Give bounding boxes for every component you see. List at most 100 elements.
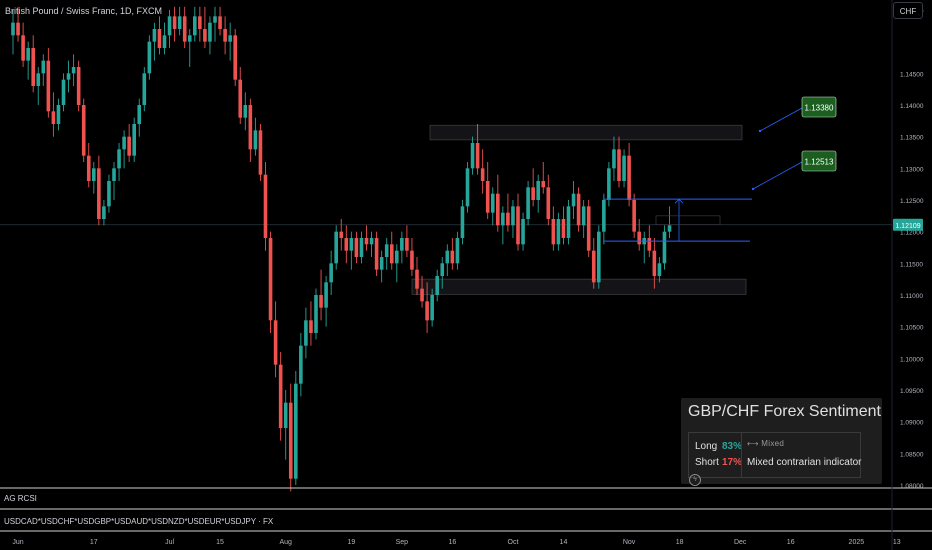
candle <box>243 92 248 131</box>
x-tick-label: Jun <box>12 539 23 546</box>
candle <box>167 10 172 48</box>
candle <box>657 257 662 283</box>
candle-body <box>319 295 323 308</box>
candle <box>21 22 25 67</box>
candle <box>652 238 657 289</box>
currency-button[interactable]: CHF <box>893 2 923 19</box>
candle-body <box>314 295 318 333</box>
candle-body <box>622 155 626 181</box>
y-tick-label: 1.10000 <box>900 356 924 363</box>
candle-body <box>97 168 101 219</box>
candle <box>193 6 197 42</box>
candle-body <box>223 29 227 42</box>
candle-body <box>374 238 379 270</box>
candle <box>76 60 81 112</box>
current-price-tag <box>893 218 923 231</box>
candle-body <box>470 143 475 169</box>
candle <box>132 117 136 162</box>
candle-body <box>203 29 207 42</box>
candle-body <box>566 206 571 238</box>
candle-body <box>637 231 641 245</box>
candle <box>147 35 152 80</box>
candle-body <box>395 250 399 264</box>
candle-body <box>480 168 485 181</box>
candle-body <box>107 181 111 207</box>
candle-body <box>405 238 409 251</box>
candle <box>470 136 475 175</box>
candle <box>81 98 86 162</box>
candle-body <box>501 212 505 226</box>
candle <box>142 67 147 112</box>
candle-body <box>21 35 25 61</box>
candle <box>107 174 111 213</box>
candle-body <box>379 257 384 270</box>
long-value: 83% <box>722 441 743 452</box>
candle <box>607 162 611 207</box>
candle <box>16 6 20 42</box>
candle-body <box>607 168 611 200</box>
candle <box>501 206 505 245</box>
candle <box>617 136 621 188</box>
candle <box>177 6 182 36</box>
candle-body <box>213 16 217 23</box>
candle-body <box>76 67 81 105</box>
candle <box>228 22 232 61</box>
candle-body <box>506 212 510 226</box>
candle <box>61 73 66 112</box>
x-tick-label: 15 <box>216 539 224 546</box>
candle <box>218 6 222 36</box>
y-tick-label: 1.08500 <box>900 451 924 458</box>
candle-body <box>496 193 500 226</box>
candle <box>445 244 450 276</box>
y-tick-label: 1.11000 <box>900 293 923 300</box>
candle-body <box>389 244 394 264</box>
candle-body <box>667 225 672 232</box>
annotation-label: 1.12513 <box>805 158 834 167</box>
candle <box>536 174 540 213</box>
annotation-label-box <box>801 150 837 172</box>
sentiment-widget: GBP/CHF Forex Sentiment Long 83% Short 1… <box>681 398 882 484</box>
lightning-icon[interactable]: ϟ <box>689 474 701 486</box>
candle-body <box>359 238 364 257</box>
candle-body <box>485 181 490 213</box>
candle <box>667 206 672 238</box>
candle <box>485 162 490 219</box>
candle-body <box>46 60 51 112</box>
candle-body <box>511 206 515 226</box>
basket-pane-label[interactable]: USDCAD*USDCHF*USDGBP*USDAUD*USDNZD*USDEU… <box>4 517 274 526</box>
candle-body <box>334 231 338 264</box>
candle <box>410 238 414 276</box>
candle <box>546 174 551 226</box>
candle-body <box>602 200 606 232</box>
candle-body <box>551 219 556 245</box>
candle <box>92 162 96 194</box>
candle <box>551 206 556 251</box>
x-tick-label: 16 <box>787 539 795 546</box>
candle-body <box>152 29 157 42</box>
candle <box>450 238 455 270</box>
candle-body <box>349 238 354 251</box>
candle-body <box>561 219 566 238</box>
candle <box>602 193 606 245</box>
candle-body <box>147 41 152 74</box>
candle-body <box>546 187 551 219</box>
candle-body <box>324 282 328 308</box>
annotation-label: 1.13380 <box>805 104 834 113</box>
candle-body <box>369 238 374 245</box>
candle <box>440 257 445 289</box>
candle-body <box>294 383 298 479</box>
candle <box>581 200 586 238</box>
annotation-label-box <box>801 96 837 118</box>
indicator-pane-label[interactable]: AG RCSI <box>4 494 37 503</box>
candle <box>102 200 106 226</box>
candle-body <box>122 136 126 150</box>
candle <box>36 67 41 105</box>
candle-body <box>61 79 66 105</box>
candle <box>506 193 510 232</box>
candle-body <box>662 231 667 264</box>
candle-body <box>208 22 212 42</box>
y-tick-label: 1.08000 <box>900 483 924 490</box>
y-tick-label: 1.12500 <box>900 198 924 205</box>
sentiment-title: GBP/CHF Forex Sentiment <box>688 403 881 420</box>
